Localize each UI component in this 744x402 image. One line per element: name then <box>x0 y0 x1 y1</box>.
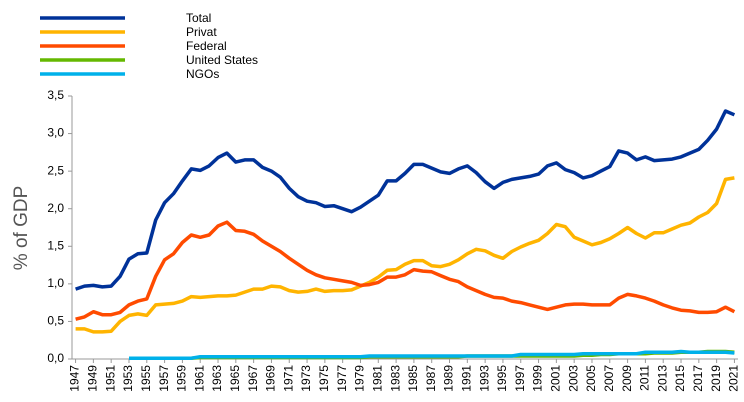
x-tick-label: 1979 <box>353 365 367 392</box>
y-tick-label: 1,0 <box>47 276 64 290</box>
x-tick-label: 1995 <box>495 365 509 392</box>
x-tick-label: 1997 <box>513 365 527 392</box>
x-tick-label: 1973 <box>299 365 313 392</box>
x-tick-label: 1949 <box>86 365 100 392</box>
y-tick-label: 3,5 <box>47 88 64 102</box>
y-tick-label: 0,0 <box>47 351 64 365</box>
legend-label: United States <box>186 53 258 67</box>
y-tick-label: 3,0 <box>47 126 64 140</box>
x-tick-label: 2009 <box>620 365 634 392</box>
y-tick-label: 2,5 <box>47 163 64 177</box>
y-tick-label: 2,0 <box>47 201 64 215</box>
x-tick-label: 2013 <box>655 365 669 392</box>
x-tick-label: 2005 <box>584 365 598 392</box>
x-tick-label: 1987 <box>424 365 438 392</box>
x-tick-label: 1953 <box>121 365 135 392</box>
y-axis-title: % of GDP <box>11 186 32 270</box>
x-tick-label: 1959 <box>175 365 189 392</box>
x-tick-label: 1957 <box>157 365 171 392</box>
legend-label: Total <box>186 11 211 25</box>
x-tick-label: 2003 <box>566 365 580 392</box>
y-tick-label: 1,5 <box>47 238 64 252</box>
x-tick-label: 1985 <box>406 365 420 392</box>
legend-label: Federal <box>186 39 227 53</box>
x-tick-label: 1967 <box>246 365 260 392</box>
series-line <box>75 109 736 291</box>
x-tick-label: 1947 <box>68 365 82 392</box>
x-tick-label: 1951 <box>103 365 117 392</box>
x-tick-label: 2007 <box>602 365 616 392</box>
x-tick-label: 1977 <box>335 365 349 392</box>
series-line <box>75 220 736 321</box>
x-tick-label: 1961 <box>192 365 206 392</box>
series-line <box>129 349 735 360</box>
x-tick-label: 1991 <box>459 365 473 392</box>
x-tick-label: 2019 <box>709 365 723 392</box>
x-tick-label: 1989 <box>442 365 456 392</box>
x-tick-label: 1955 <box>139 365 153 392</box>
x-tick-label: 2017 <box>691 365 705 392</box>
x-tick-label: 1983 <box>388 365 402 392</box>
x-tick-label: 1969 <box>264 365 278 392</box>
x-tick-label: 1963 <box>210 365 224 392</box>
x-tick-label: 2011 <box>638 365 652 391</box>
x-tick-label: 1965 <box>228 365 242 392</box>
series-line <box>75 176 735 334</box>
x-tick-label: 2021 <box>727 365 741 392</box>
x-tick-label: 1993 <box>477 365 491 392</box>
x-tick-label: 1999 <box>531 365 545 392</box>
legend-label: Privat <box>186 25 217 39</box>
x-tick-label: 2001 <box>549 365 563 392</box>
x-tick-label: 2015 <box>673 365 687 392</box>
x-tick-label: 1971 <box>281 365 295 392</box>
y-tick-label: 0,5 <box>47 314 64 328</box>
x-tick-label: 1975 <box>317 365 331 392</box>
x-tick-label: 1981 <box>370 365 384 392</box>
legend-label: NGOs <box>186 67 219 81</box>
